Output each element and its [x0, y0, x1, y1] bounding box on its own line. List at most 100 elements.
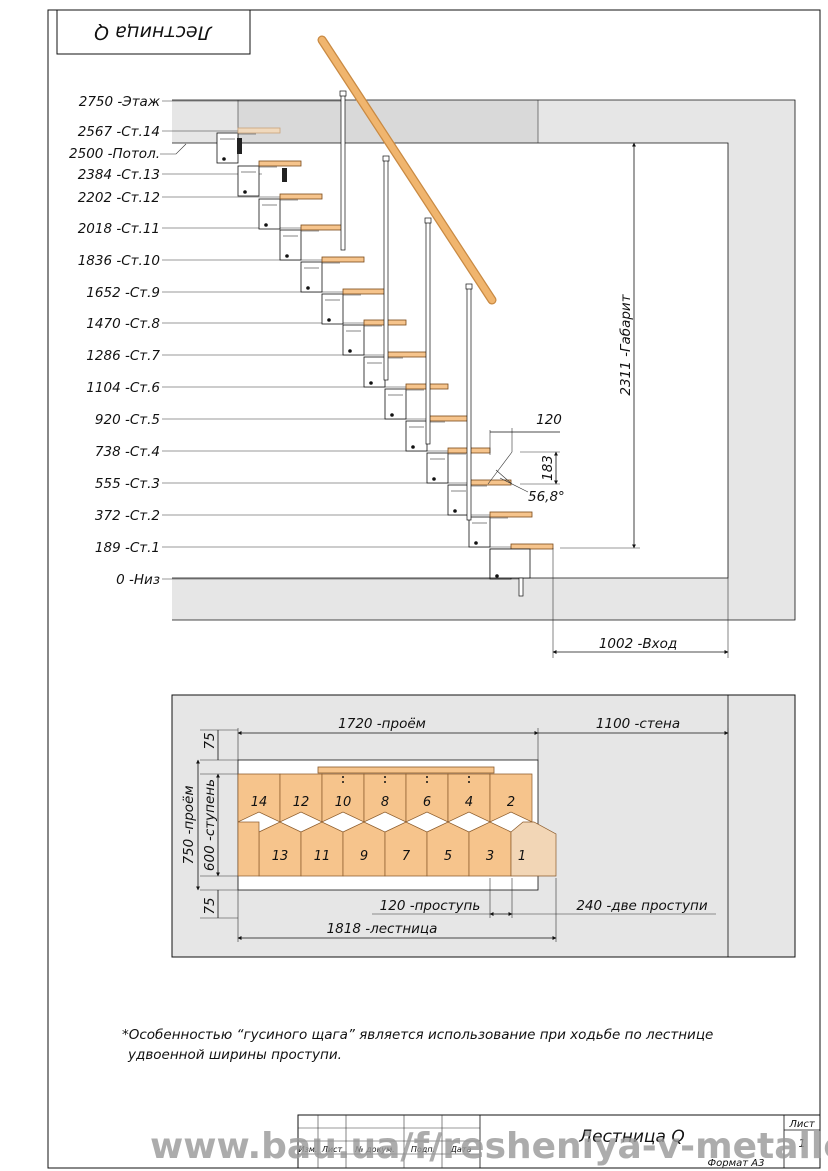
plan-step-bottom — [510, 821, 557, 877]
level-label: 555 -Ст.3 — [95, 476, 160, 492]
title-block-col-label: Дата — [450, 1145, 472, 1154]
tread-13 — [258, 160, 302, 167]
level-label: 1286 -Ст.7 — [86, 348, 160, 364]
sheet-label: Лист — [788, 1119, 816, 1130]
title-block-col-label: Подп. — [411, 1145, 435, 1154]
baluster — [466, 287, 472, 521]
title-block-col-label: Изм. — [299, 1145, 318, 1154]
level-label: 2202 -Ст.12 — [78, 190, 160, 206]
note-line-1: *Особенностью “гусиного щага” является и… — [122, 1027, 713, 1043]
tread-3 — [468, 479, 512, 486]
level-label: 738 -Ст.4 — [95, 444, 160, 460]
plan-step-number: 8 — [381, 795, 389, 810]
plan-step-top — [363, 773, 407, 823]
wall-dim: 1100 -стена — [596, 716, 680, 732]
tread-7 — [384, 351, 428, 358]
plan-stringer — [317, 766, 495, 774]
tread-5 — [426, 415, 470, 422]
plan-step-number: 1 — [518, 849, 526, 864]
title-block-col-label: Лист — [321, 1145, 343, 1154]
title-block: Изм. Лист № докум. Подп. Дата Лист 1 Лестниц… — [297, 1114, 821, 1169]
level-label: 1836 -Ст.10 — [78, 253, 160, 269]
plan-steps: 14 12 10 8 6 4 2 13 11 9 7 5 3 1 — [237, 773, 557, 877]
title-block-columns: Изм. Лист № докум. Подп. Дата — [299, 1145, 472, 1154]
entry-dim: 1002 -Вход — [599, 636, 677, 652]
baluster — [383, 159, 389, 381]
level-label: 2384 -Ст.13 — [78, 167, 160, 183]
step-width-dim: 600 -ступень — [202, 779, 218, 871]
level-label: 372 -Ст.2 — [95, 508, 160, 524]
plan-step-number: 5 — [444, 849, 452, 864]
opening-width-dim: 750 -проём — [181, 785, 197, 864]
stair-module — [447, 484, 470, 516]
elevation-view: 2750 -Этаж 2567 -Ст.14 2500 -Потол. 2384 -С… — [69, 35, 796, 658]
baluster — [425, 221, 431, 445]
tread-12 — [279, 193, 323, 200]
stair-module — [279, 229, 302, 261]
double-tread-dim: 240 -две проступи — [576, 898, 708, 914]
stair-elevation — [216, 90, 554, 597]
plan-step-number: 11 — [314, 849, 331, 864]
stair-module — [363, 356, 386, 388]
level-labels: 2750 -Этаж 2567 -Ст.14 2500 -Потол. 2384 -С… — [69, 94, 161, 588]
floor-anchor — [518, 577, 524, 597]
tread-1 — [510, 543, 554, 550]
stair-module — [342, 324, 365, 356]
plan-step-top — [447, 773, 491, 823]
plan-step-number: 9 — [360, 849, 368, 864]
plan-step-number: 10 — [335, 795, 352, 810]
plan-step-number: 13 — [272, 849, 289, 864]
floor-slab — [172, 100, 795, 620]
stair-module — [405, 420, 428, 452]
plan-step-top — [321, 773, 365, 823]
stair-module — [258, 198, 281, 230]
plan-step-number: 7 — [402, 849, 411, 864]
plan-step-top — [279, 773, 323, 823]
stair-module — [468, 516, 491, 548]
level-label: 920 -Ст.5 — [95, 412, 160, 428]
plan-step-number: 14 — [251, 795, 268, 810]
opening-length-dim: 1720 -проём — [338, 716, 426, 732]
level-label: 189 -Ст.1 — [95, 540, 160, 556]
stair-module — [300, 261, 323, 293]
tread-2 — [489, 511, 533, 518]
level-label: 2500 -Потол. — [69, 146, 160, 162]
stair-module — [426, 452, 449, 484]
plan-step-number: 2 — [507, 795, 515, 810]
rise-dim: 183 — [540, 455, 556, 481]
tread-14 — [237, 127, 281, 134]
level-label: 2567 -Ст.14 — [78, 124, 160, 140]
sheet-number: 1 — [799, 1137, 806, 1150]
header-title: Лестница Q — [94, 22, 213, 44]
stair-module — [321, 293, 344, 325]
plan-step-top — [489, 773, 533, 823]
header-box — [56, 9, 251, 55]
plan-step-top — [237, 773, 281, 823]
plan-view: 14 12 10 8 6 4 213 11 9 7 5 3 1 1720 -проём 1100 -ст… — [171, 694, 796, 958]
level-label: 2750 -Этаж — [79, 94, 161, 110]
tread-dim: 120 — [536, 412, 562, 428]
stair-length-dim: 1818 -лестница — [327, 921, 438, 937]
note-line-2: удвоенной ширины проступи. — [127, 1047, 342, 1063]
level-label: 2018 -Ст.11 — [78, 221, 160, 237]
tread-11 — [300, 224, 344, 231]
watermark: www.bau.ua/f/resheniya-v-metalle/ — [150, 1126, 828, 1167]
angle-dim: 56,8° — [528, 489, 565, 505]
stair-module — [384, 388, 407, 420]
plan-step-number: 4 — [465, 795, 473, 810]
margin-bottom-dim: 75 — [202, 897, 218, 914]
level-label: 0 -Низ — [116, 572, 160, 588]
plan-step-number: 3 — [486, 849, 494, 864]
stair-module — [216, 132, 239, 164]
level-label: 1652 -Ст.9 — [86, 285, 160, 301]
format-label: Формат А3 — [708, 1158, 765, 1169]
level-label: 1470 -Ст.8 — [86, 316, 160, 332]
margin-top-dim: 75 — [202, 732, 218, 749]
level-label: 1104 -Ст.6 — [86, 380, 160, 396]
title-block-title: Лестница Q — [578, 1127, 684, 1147]
stair-module — [237, 165, 260, 197]
title-block-col-label: № докум. — [354, 1145, 394, 1154]
level-lines — [160, 100, 520, 580]
plan-step-top — [405, 773, 449, 823]
